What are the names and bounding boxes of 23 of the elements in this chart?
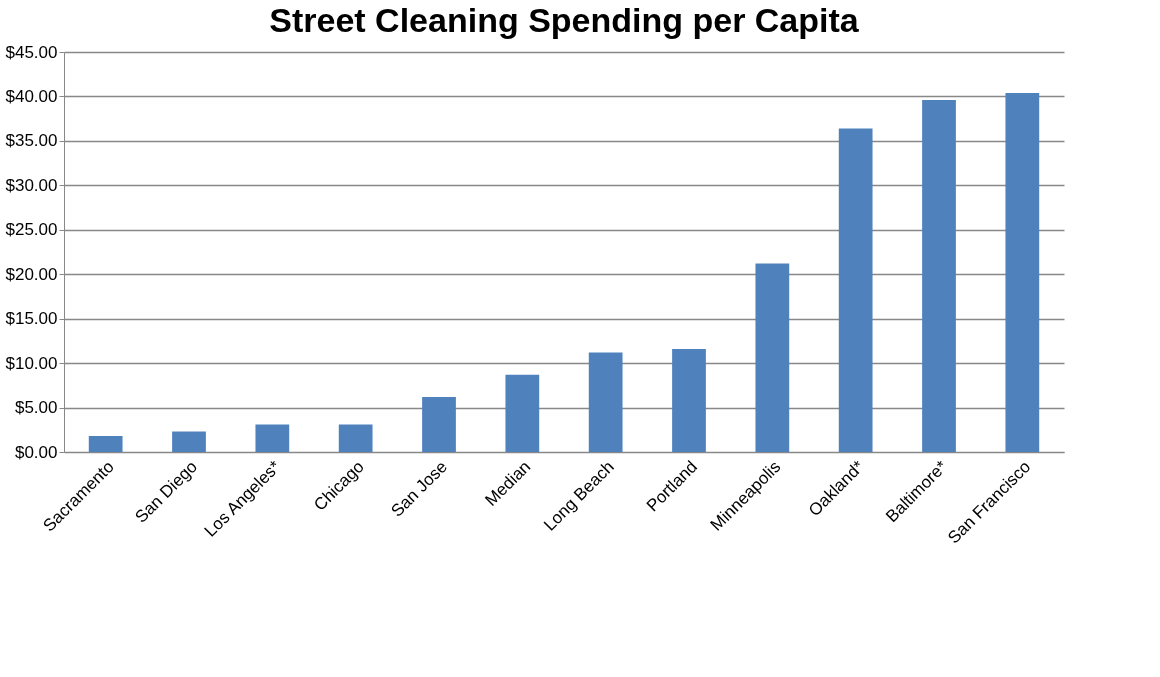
bar [88, 436, 123, 452]
bar [505, 374, 540, 452]
bar [672, 348, 706, 452]
chart-title: Street Cleaning Spending per Capita [269, 1, 860, 39]
y-tick-label: $15.00 [5, 309, 58, 329]
bar [255, 424, 290, 452]
bar [1005, 92, 1040, 452]
bar [838, 128, 873, 452]
y-tick-label: $0.00 [14, 442, 58, 462]
bar [922, 100, 956, 452]
bar [338, 424, 373, 452]
y-tick-label: $45.00 [5, 42, 58, 62]
y-tick-label: $20.00 [5, 264, 58, 284]
y-tick-label: $5.00 [14, 398, 58, 418]
y-tick-label: $30.00 [5, 175, 58, 195]
y-tick-label: $10.00 [5, 353, 58, 373]
bar [588, 352, 623, 452]
y-tick-label: $35.00 [5, 131, 58, 151]
y-tick-label: $40.00 [5, 86, 58, 106]
bar [172, 431, 206, 452]
y-tick-label: $25.00 [5, 220, 58, 240]
bar [755, 263, 790, 452]
bar [422, 396, 456, 452]
